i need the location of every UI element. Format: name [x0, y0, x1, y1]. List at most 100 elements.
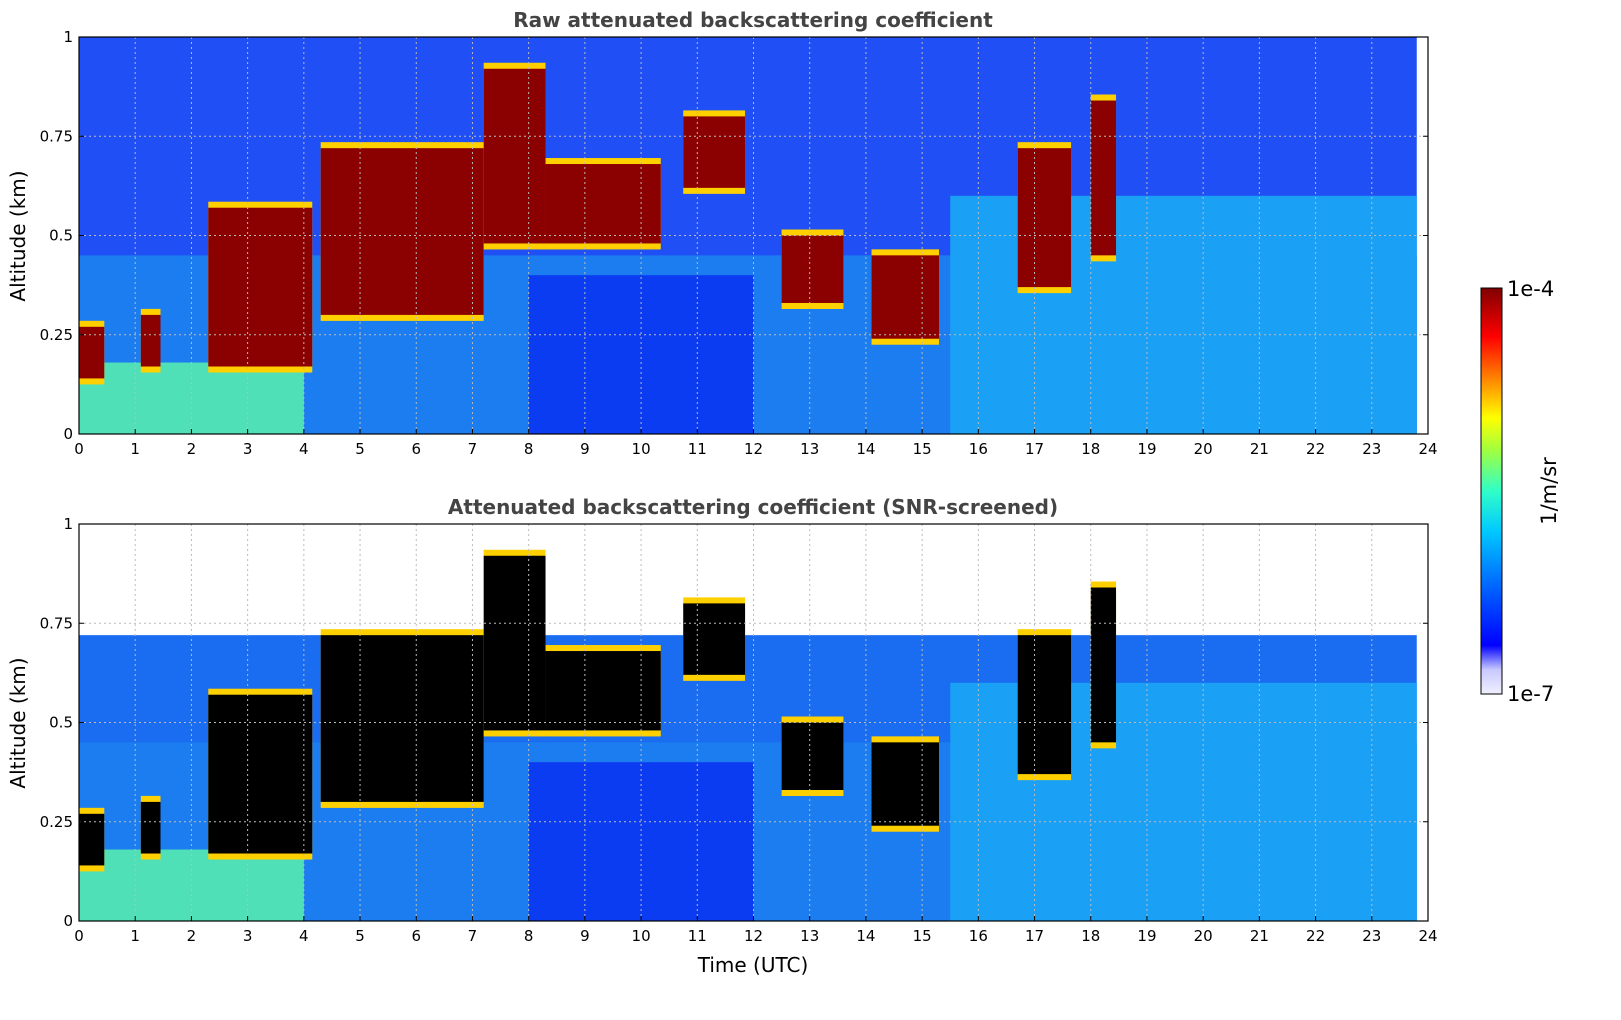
- x-tick-label: 3: [243, 927, 253, 945]
- backscatter-layer: [79, 326, 105, 379]
- x-tick-label: 17: [1025, 927, 1044, 945]
- x-tick-label: 3: [243, 440, 253, 458]
- x-tick-label: 5: [355, 440, 365, 458]
- backscatter-layer: [483, 68, 546, 244]
- y-tick-label: 0.5: [49, 714, 73, 732]
- plot-frame: [78, 523, 1429, 922]
- backscatter-layer: [208, 207, 313, 367]
- x-tick-label: 23: [1362, 927, 1381, 945]
- x-tick-label: 24: [1418, 440, 1437, 458]
- x-tick-label: 12: [744, 440, 763, 458]
- y-tick-label: 0.75: [40, 127, 73, 145]
- x-tick-label: 0: [74, 440, 84, 458]
- backscatter-layer: [871, 255, 939, 339]
- backscatter-layer: [1090, 100, 1117, 256]
- low-signal-region: [528, 762, 754, 921]
- backscatter-layer: [683, 603, 746, 675]
- x-tick-label: 15: [913, 927, 932, 945]
- x-tick-label: 19: [1137, 927, 1156, 945]
- x-tick-label: 19: [1137, 440, 1156, 458]
- x-tick-label: 7: [468, 440, 478, 458]
- raw-panel-title: Raw attenuated backscattering coefficien…: [513, 8, 993, 32]
- x-tick-label: 23: [1362, 440, 1381, 458]
- x-tick-label: 18: [1081, 927, 1100, 945]
- x-tick-label: 5: [355, 927, 365, 945]
- colorbar-scale: [1480, 287, 1503, 695]
- x-tick-label: 12: [744, 927, 763, 945]
- x-tick-label: 6: [411, 927, 421, 945]
- y-tick-label: 1: [63, 515, 73, 533]
- backscatter-layer: [781, 235, 844, 303]
- x-tick-label: 1: [130, 927, 140, 945]
- x-tick-label: 4: [299, 927, 309, 945]
- x-tick-label: 4: [299, 440, 309, 458]
- x-tick-label: 6: [411, 440, 421, 458]
- backscatter-layer: [1017, 148, 1072, 288]
- x-tick-label: 2: [187, 927, 197, 945]
- screened-plot-area: 0 1 2 3 4 5 6 7 8 9 10 11 12 13 14 15 16 17 18 19 20 21 22 23 24…: [40, 515, 1438, 945]
- x-tick-label: 21: [1250, 927, 1269, 945]
- y-tick-label: 0: [63, 912, 73, 930]
- x-tick-label: 7: [468, 927, 478, 945]
- x-tick-label: 14: [856, 927, 875, 945]
- plot-frame: [78, 36, 1429, 435]
- x-tick-label: 11: [688, 440, 707, 458]
- screened-panel-title: Attenuated backscattering coefficient (S…: [448, 495, 1058, 519]
- x-tick-label: 16: [969, 440, 988, 458]
- y-tick-label: 0.25: [40, 326, 73, 344]
- y-tick-label: 0: [63, 425, 73, 443]
- x-tick-label: 9: [580, 440, 590, 458]
- x-tick-label: 0: [74, 927, 84, 945]
- backscatter-layer: [140, 801, 161, 854]
- raw-y-axis-label: Altitude (km): [6, 170, 30, 301]
- backscatter-layer: [545, 164, 661, 244]
- x-tick-label: 20: [1194, 440, 1213, 458]
- x-tick-label: 13: [800, 440, 819, 458]
- colorbar-max-label: 1e-4: [1507, 277, 1554, 301]
- y-tick-label: 0.25: [40, 813, 73, 831]
- x-tick-label: 1: [130, 440, 140, 458]
- colorbar-unit-label: 1/m/sr: [1537, 457, 1561, 525]
- y-tick-label: 0.75: [40, 614, 73, 632]
- x-axis-label: Time (UTC): [697, 953, 809, 977]
- colorbar-min-label: 1e-7: [1507, 682, 1554, 706]
- x-tick-label: 9: [580, 927, 590, 945]
- x-tick-label: 18: [1081, 440, 1100, 458]
- y-tick-label: 1: [63, 28, 73, 46]
- x-tick-label: 8: [524, 440, 534, 458]
- colorbar: 1e-4 1e-7 1/m/sr: [1480, 277, 1561, 706]
- x-tick-label: 11: [688, 927, 707, 945]
- screened-backscatter-panel: Attenuated backscattering coefficient (S…: [6, 495, 1438, 977]
- x-tick-label: 10: [632, 927, 651, 945]
- raw-backscatter-panel: Raw attenuated backscattering coefficien…: [6, 8, 1438, 458]
- backscatter-layer: [871, 742, 939, 826]
- x-tick-label: 22: [1306, 440, 1325, 458]
- backscatter-layer: [208, 694, 313, 854]
- x-tick-label: 21: [1250, 440, 1269, 458]
- backscatter-layer: [781, 722, 844, 790]
- backscatter-layer: [1017, 635, 1072, 775]
- backscatter-layer: [483, 555, 546, 731]
- low-signal-region: [528, 275, 754, 434]
- x-tick-label: 16: [969, 927, 988, 945]
- backscatter-layer: [320, 148, 484, 315]
- backscatter-layer: [320, 635, 484, 802]
- backscatter-layer: [545, 651, 661, 731]
- x-tick-label: 15: [913, 440, 932, 458]
- backscatter-layer: [79, 813, 105, 866]
- x-tick-label: 22: [1306, 927, 1325, 945]
- x-tick-label: 8: [524, 927, 534, 945]
- backscatter-layer: [140, 314, 161, 367]
- x-tick-label: 20: [1194, 927, 1213, 945]
- screened-y-axis-label: Altitude (km): [6, 657, 30, 788]
- x-tick-label: 10: [632, 440, 651, 458]
- backscatter-layer: [683, 116, 746, 188]
- x-tick-label: 13: [800, 927, 819, 945]
- backscatter-layer: [1090, 587, 1117, 743]
- x-tick-label: 24: [1418, 927, 1437, 945]
- x-tick-label: 2: [187, 440, 197, 458]
- raw-plot-area: 0 1 2 3 4 5 6 7 8 9 10 11 12 13 14 15 16 17 18 19 20 21 22 23 24…: [40, 28, 1438, 458]
- x-tick-label: 14: [856, 440, 875, 458]
- y-tick-label: 0.5: [49, 227, 73, 245]
